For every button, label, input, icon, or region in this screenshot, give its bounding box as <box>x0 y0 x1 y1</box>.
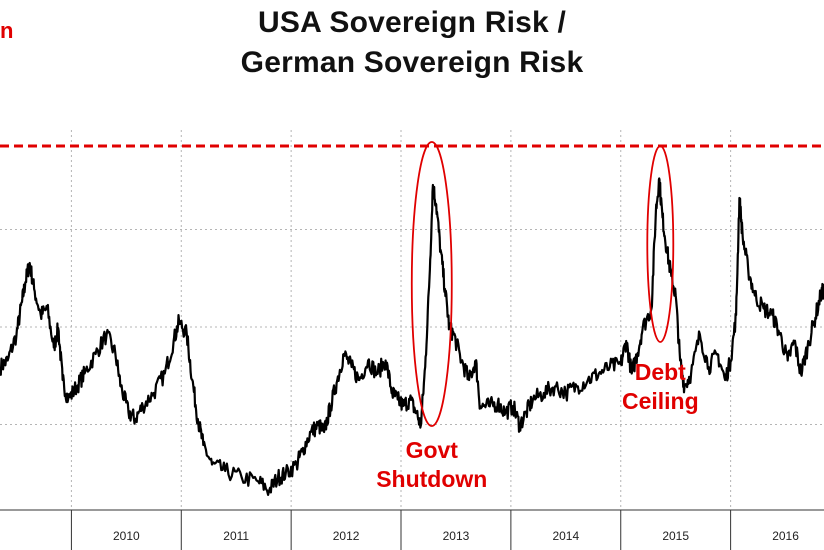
annotation-line: Ceiling <box>621 388 699 414</box>
annotation-debt-ceiling: Debt Ceiling <box>605 358 715 416</box>
x-tick-label: 2012 <box>333 529 360 543</box>
x-tick-label: 2014 <box>552 529 579 543</box>
annotation-line: Govt <box>405 437 458 463</box>
x-tick-label: 2010 <box>113 529 140 543</box>
annotation-line: Shutdown <box>376 466 488 492</box>
chart-title-line-1: USA Sovereign Risk / <box>258 6 566 39</box>
x-tick-label: 2015 <box>662 529 689 543</box>
x-tick-label: 2011 <box>223 529 249 543</box>
x-axis: 2010 2011 2012 2013 2014 2015 2016 <box>0 509 824 550</box>
chart-title-line-2: German Sovereign Risk <box>240 46 584 79</box>
x-tick-label: 2013 <box>443 529 470 543</box>
x-tick-label: 2016 <box>772 529 799 543</box>
annotation-line: Debt <box>634 359 686 385</box>
annotation-ellipses <box>410 141 675 427</box>
series-line <box>0 177 824 496</box>
annotation-ellipse <box>646 145 675 343</box>
annotation-govt-shutdown: Govt Shutdown <box>357 436 507 494</box>
series-group <box>0 177 824 496</box>
truncated-legend-label: n <box>0 18 14 43</box>
annotation-ellipse <box>410 141 453 427</box>
